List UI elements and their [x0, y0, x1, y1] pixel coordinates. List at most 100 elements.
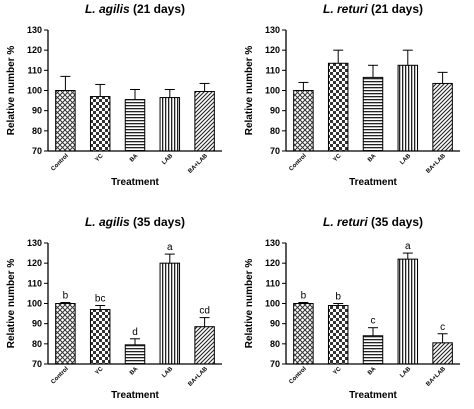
- x-axis-label: Treatment: [111, 390, 159, 401]
- x-tick-label: Control: [50, 366, 70, 386]
- x-tick-label: LAB: [161, 153, 174, 166]
- bar: [293, 90, 314, 152]
- x-tick-label: Control: [288, 153, 308, 173]
- y-tick-label: 80: [270, 339, 280, 349]
- y-tick-label: 70: [270, 146, 280, 156]
- x-tick-label: BA+LAB: [425, 153, 447, 175]
- y-tick-label: 80: [32, 339, 42, 349]
- x-tick-label: Control: [50, 153, 70, 173]
- bar: [397, 64, 419, 152]
- significance-letter: d: [132, 327, 138, 338]
- bar: [194, 91, 215, 152]
- chart-title-species: L. agilis: [85, 2, 130, 16]
- x-axis-label: Treatment: [349, 177, 397, 188]
- x-axis-label: Treatment: [349, 390, 397, 401]
- significance-letter: cd: [199, 306, 210, 317]
- bar: [362, 76, 384, 152]
- chart-panel: L. agilis (21 days) 70 80 90 100 110 120 130 Rel…: [6, 2, 222, 188]
- chart-panel: L. returi (35 days) 70 80 90 100 110 120 130 Rel…: [244, 215, 460, 401]
- bar: [124, 99, 146, 152]
- y-tick-label: 100: [265, 299, 280, 309]
- x-tick-label: YC: [94, 366, 105, 377]
- significance-letter: a: [167, 242, 173, 253]
- bar: [362, 335, 384, 365]
- chart-title: L. returi (21 days): [323, 2, 423, 16]
- chart-panel: L. agilis (35 days) 70 80 90 100 110 120 130 Rel…: [6, 215, 222, 401]
- bar: [194, 326, 215, 365]
- x-tick-label: LAB: [399, 366, 412, 379]
- significance-letter: a: [405, 241, 411, 252]
- y-tick-label: 70: [270, 359, 280, 369]
- y-tick-label: 120: [27, 258, 42, 268]
- bar: [159, 262, 181, 365]
- x-tick-label: BA+LAB: [187, 153, 209, 175]
- y-tick-label: 120: [265, 45, 280, 55]
- significance-letter: b: [335, 292, 341, 303]
- y-tick-label: 130: [27, 25, 42, 35]
- chart-title: L. returi (35 days): [323, 215, 423, 229]
- bar: [89, 96, 111, 152]
- significance-letter: bc: [95, 294, 106, 305]
- y-tick-label: 100: [27, 86, 42, 96]
- bar: [293, 303, 314, 365]
- bar: [327, 305, 349, 365]
- y-tick-label: 70: [32, 146, 42, 156]
- y-axis-label: Relative number %: [244, 259, 255, 349]
- x-tick-label: LAB: [399, 153, 412, 166]
- significance-letter: b: [63, 290, 69, 301]
- bar: [432, 342, 453, 365]
- chart-title: L. agilis (35 days): [85, 215, 185, 229]
- x-tick-label: YC: [332, 153, 343, 164]
- bar: [432, 82, 453, 152]
- y-tick-label: 130: [265, 25, 280, 35]
- y-tick-label: 110: [27, 65, 42, 75]
- x-tick-label: BA: [129, 153, 140, 164]
- bar: [327, 62, 349, 152]
- x-tick-label: Control: [288, 366, 308, 386]
- bar: [89, 309, 111, 365]
- y-tick-label: 90: [32, 319, 42, 329]
- y-tick-label: 100: [265, 86, 280, 96]
- chart-title: L. agilis (21 days): [85, 2, 185, 16]
- y-tick-label: 100: [27, 299, 42, 309]
- y-axis-label: Relative number %: [6, 259, 17, 349]
- chart-title-period: (35 days): [130, 215, 185, 229]
- chart-title-species: L. agilis: [85, 215, 130, 229]
- x-axis-label: Treatment: [111, 177, 159, 188]
- chart-title-period: (21 days): [130, 2, 185, 16]
- x-tick-label: YC: [94, 153, 105, 164]
- x-tick-label: BA+LAB: [187, 366, 209, 388]
- y-tick-label: 90: [270, 106, 280, 116]
- y-axis-label: Relative number %: [6, 46, 17, 136]
- chart-title-period: (21 days): [368, 2, 423, 16]
- bar: [55, 303, 76, 365]
- y-tick-label: 130: [27, 238, 42, 248]
- x-tick-label: BA: [367, 366, 378, 377]
- significance-letter: c: [440, 322, 445, 333]
- bar: [124, 344, 146, 365]
- chart-title-species: L. returi: [323, 2, 368, 16]
- x-tick-label: BA: [367, 153, 378, 164]
- y-tick-label: 120: [27, 45, 42, 55]
- x-tick-label: BA: [129, 366, 140, 377]
- bar: [159, 97, 181, 152]
- y-tick-label: 80: [32, 126, 42, 136]
- y-tick-label: 130: [265, 238, 280, 248]
- significance-letter: c: [371, 316, 376, 327]
- y-tick-label: 90: [32, 106, 42, 116]
- chart-title-period: (35 days): [368, 215, 423, 229]
- y-tick-label: 90: [270, 319, 280, 329]
- y-tick-label: 70: [32, 359, 42, 369]
- x-tick-label: LAB: [161, 366, 174, 379]
- y-tick-label: 110: [265, 278, 280, 288]
- y-tick-label: 120: [265, 258, 280, 268]
- significance-letter: b: [301, 290, 307, 301]
- y-tick-label: 110: [265, 65, 280, 75]
- x-tick-label: YC: [332, 366, 343, 377]
- bar: [55, 90, 76, 152]
- y-tick-label: 110: [27, 278, 42, 288]
- y-tick-label: 80: [270, 126, 280, 136]
- chart-panel: L. returi (21 days) 70 80 90 100 110 120 130 Rel…: [244, 2, 460, 188]
